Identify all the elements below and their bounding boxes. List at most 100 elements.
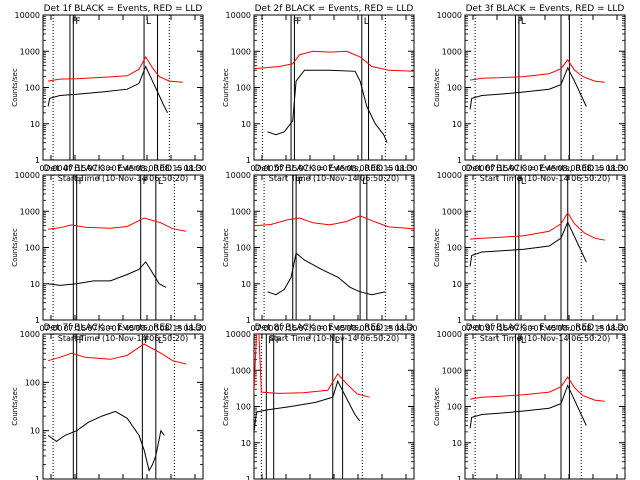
detector-panel-4: Det 4f BLACK = Events, RED = LLD 1 10 100 10… (11, 164, 207, 343)
y-tick-label: 1000 (442, 366, 462, 375)
plot-frame (464, 174, 626, 321)
y-tick-label: 1 (35, 475, 40, 480)
y-tick-label: 10000 (226, 330, 251, 339)
lld-series-line (48, 217, 187, 232)
events-series-line (469, 220, 587, 267)
events-series-line (47, 410, 165, 472)
y-tick-label: 10000 (437, 171, 462, 180)
lld-series-line (254, 334, 370, 398)
corner-mark: L (521, 177, 526, 187)
y-tick-label: 10000 (226, 171, 251, 180)
events-series-line (267, 252, 386, 296)
panel-title: Det 2f BLACK = Events, RED = LLD (255, 4, 414, 14)
corner-mark: F (276, 336, 281, 346)
events-series-line (469, 384, 587, 429)
x-tick-label: 07:45 (322, 164, 345, 173)
x-tick-label: 08:00 (135, 324, 158, 333)
y-tick-label: 100 (236, 403, 251, 412)
plot-frame (42, 14, 204, 161)
x-tick-label: 08:15 (159, 164, 182, 173)
x-tick-label: 08:15 (370, 324, 393, 333)
y-tick-label: 10000 (437, 11, 462, 20)
x-tick-label: 07:00 (250, 164, 273, 173)
plot-frame (464, 333, 626, 480)
detector-panel-5: Det 5f BLACK = Events, RED = LLD 1 10 100 10… (222, 164, 418, 343)
x-tick-label: 07:15 (63, 324, 86, 333)
lld-series-line (47, 343, 187, 365)
y-axis-label: Counts/sec (222, 68, 230, 107)
panel-title: Det 6f BLACK = Events, RED = LLD (466, 164, 625, 174)
panel-title: Det 8f BLACK = Events, RED = LLD (255, 323, 414, 333)
corner-mark: F (79, 177, 84, 187)
x-tick-label: 07:30 (298, 324, 321, 333)
corner-mark: L (146, 17, 151, 27)
y-tick-label: 1000 (20, 207, 40, 216)
events-series-line (47, 65, 169, 114)
plot-frame (253, 333, 415, 480)
corner-mark: F (268, 336, 273, 346)
y-tick-label: 1 (457, 316, 462, 325)
y-tick-label: 10 (241, 280, 251, 289)
y-axis-label: Counts/sec (222, 228, 230, 267)
y-axis-label: Counts/sec (433, 228, 441, 267)
x-tick-label: 07:00 (39, 164, 62, 173)
x-tick-label: 07:30 (509, 324, 532, 333)
plot-frame (253, 174, 415, 321)
y-tick-label: 1 (246, 156, 251, 165)
y-tick-label: 1 (246, 316, 251, 325)
corner-mark: F (75, 17, 80, 27)
x-tick-label: 08:15 (370, 164, 393, 173)
corner-mark: F (296, 17, 301, 27)
corner-mark: L (521, 336, 526, 346)
x-tick-label: 07:45 (322, 324, 345, 333)
x-tick-label: 08:30 (394, 164, 417, 173)
y-tick-label: 1 (246, 475, 251, 480)
corner-mark: F (518, 336, 523, 346)
panel-title: Det 7f BLACK = Events, RED = LLD (44, 323, 203, 333)
events-series-line (254, 379, 361, 432)
y-axis-label: Counts/sec (11, 228, 19, 267)
corner-mark: F (75, 336, 80, 346)
corner-mark: F (75, 177, 80, 187)
x-tick-label: 07:45 (533, 324, 556, 333)
plot-frame (464, 14, 626, 161)
corner-mark: F (79, 336, 84, 346)
x-tick-label: 07:15 (485, 324, 508, 333)
y-tick-label: 100 (236, 84, 251, 93)
y-axis-label: Counts/sec (11, 387, 19, 426)
y-tick-label: 1000 (442, 207, 462, 216)
y-tick-label: 1 (35, 156, 40, 165)
plot-frame (42, 333, 204, 480)
events-series-line (48, 261, 167, 288)
x-tick-label: 07:15 (274, 164, 297, 173)
corner-mark: F (295, 177, 300, 187)
lld-series-line (470, 58, 605, 83)
x-tick-label: 08:30 (183, 324, 206, 333)
corner-mark: L (158, 177, 163, 187)
y-tick-label: 1000 (231, 207, 251, 216)
panel-title: Det 1f BLACK = Events, RED = LLD (44, 4, 203, 14)
x-tick-label: 07:30 (509, 164, 532, 173)
corner-mark: F (518, 17, 523, 27)
x-tick-label: 08:00 (557, 164, 580, 173)
x-tick-label: 08:00 (346, 164, 369, 173)
x-tick-label: 07:45 (111, 164, 134, 173)
panel-title: Det 3f BLACK = Events, RED = LLD (466, 4, 625, 14)
y-tick-label: 1000 (20, 330, 40, 339)
x-tick-label: 07:15 (63, 164, 86, 173)
x-tick-label: 08:00 (557, 324, 580, 333)
y-tick-label: 10 (452, 439, 462, 448)
y-axis-label: Counts/sec (433, 387, 441, 426)
y-tick-label: 10000 (437, 330, 462, 339)
detector-panel-8: Det 8f BLACK = Events, RED = LLD 1 10 100 10… (222, 323, 415, 480)
x-tick-label: 07:30 (298, 164, 321, 173)
corner-mark: L (364, 17, 369, 27)
x-tick-label: 07:45 (111, 324, 134, 333)
panel-title: Det 9f BLACK = Events, RED = LLD (466, 323, 625, 333)
x-tick-label: 08:15 (159, 324, 182, 333)
y-axis-label: Counts/sec (433, 68, 441, 107)
corner-mark: F (144, 336, 149, 346)
x-tick-label: 07:30 (87, 164, 110, 173)
panel-title: Det 5f BLACK = Events, RED = LLD (255, 164, 414, 174)
